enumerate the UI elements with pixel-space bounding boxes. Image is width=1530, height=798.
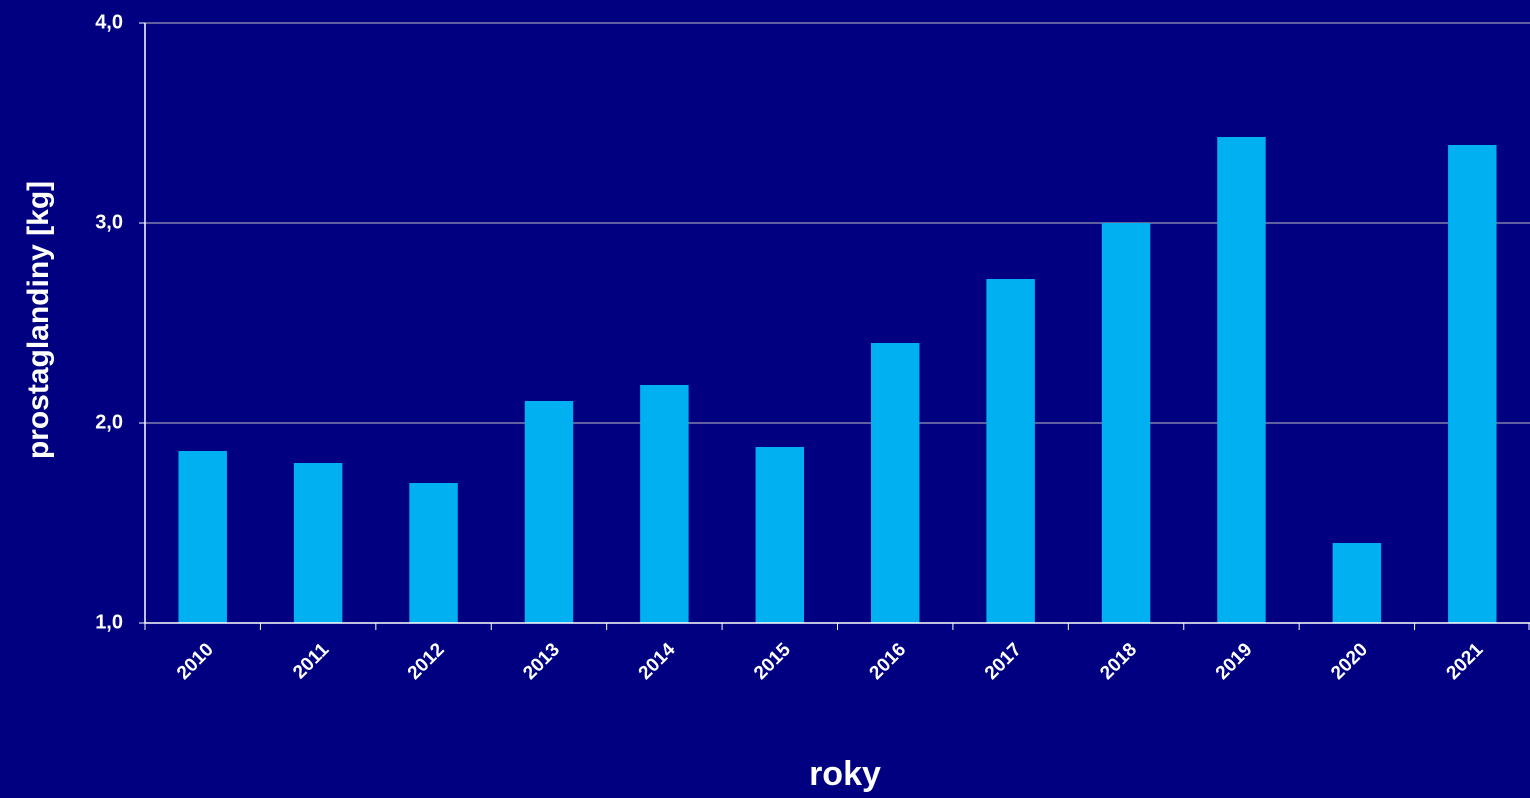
y-axis-title: prostaglandiny [kg]: [22, 181, 55, 459]
bar: [1448, 145, 1497, 623]
bar: [178, 451, 227, 623]
y-tick-label: 3,0: [95, 211, 123, 233]
y-tick-label: 2,0: [95, 411, 123, 433]
bar: [1217, 137, 1266, 623]
x-axis-title: roky: [809, 755, 881, 793]
bar: [1101, 223, 1151, 623]
bar: [293, 463, 343, 623]
y-tick-label: 1,0: [95, 611, 123, 633]
bar: [524, 401, 574, 623]
y-tick-label: 4,0: [95, 11, 123, 33]
bar: [640, 385, 689, 623]
bar: [755, 447, 805, 623]
bar: [409, 483, 458, 623]
bar: [986, 279, 1035, 623]
bar: [870, 343, 920, 623]
bar: [1332, 543, 1382, 623]
